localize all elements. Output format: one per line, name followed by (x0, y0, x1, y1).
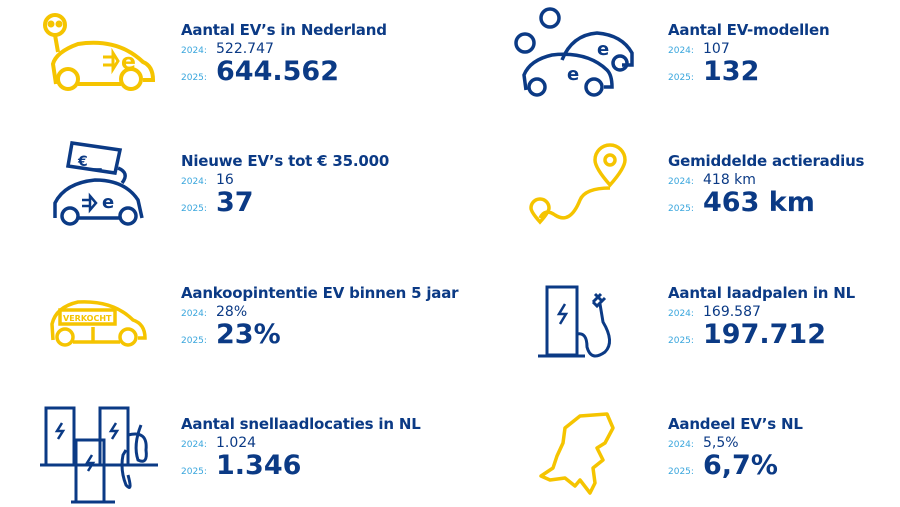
value-2025: 37 (216, 187, 254, 218)
stat-ev-share: Aandeel EV’s NL 2024: 5,5% 2025: 6,7% (668, 415, 803, 481)
value-2024: 28% (216, 304, 248, 320)
year-label: 2024: (181, 440, 207, 450)
value-2025: 197.712 (703, 319, 826, 350)
year-label: 2025: (181, 73, 207, 83)
year-label: 2025: (668, 467, 694, 477)
svg-text:e: e (597, 39, 609, 60)
charging-station-icon (538, 285, 611, 358)
stat-ev-count: Aantal EV’s in Nederland 2024: 522.747 20… (181, 21, 387, 87)
svg-text:e: e (102, 192, 114, 213)
stat-title: Aantal EV-modellen (668, 21, 830, 39)
value-2024: 16 (216, 172, 234, 188)
year-label: 2025: (668, 73, 694, 83)
value-2025: 6,7% (703, 450, 778, 481)
svg-text:e: e (121, 50, 136, 75)
stat-charging-points: Aantal laadpalen in NL 2024: 169.587 2025… (668, 284, 855, 350)
stat-purchase-intent: Aankoopintentie EV binnen 5 jaar 2024: 28… (181, 284, 459, 350)
svg-text:e: e (567, 64, 579, 85)
value-2025: 644.562 (216, 56, 339, 87)
stat-title: Aantal EV’s in Nederland (181, 21, 387, 39)
year-label: 2025: (181, 467, 207, 477)
value-2024: 1.024 (216, 435, 257, 451)
ev-car-plug-icon: e (43, 13, 156, 91)
car-sold-icon: VERKOCHT (50, 300, 147, 347)
stat-ev-models: Aantal EV-modellen 2024: 107 2025: 132 (668, 21, 830, 87)
year-label: 2024: (668, 177, 694, 187)
year-label: 2025: (668, 204, 694, 214)
route-pin-icon (529, 143, 627, 225)
svg-text:€__: €__ (77, 154, 102, 170)
value-2025: 1.346 (216, 450, 302, 481)
value-2025: 23% (216, 319, 281, 350)
ev-cars-models-icon: e e (514, 7, 634, 97)
ev-car-price-tag-icon: €__ e (53, 141, 144, 226)
value-2024: 522.747 (216, 41, 274, 57)
value-2024: 107 (703, 41, 730, 57)
year-label: 2025: (181, 204, 207, 214)
stat-title: Aantal snellaadlocaties in NL (181, 415, 421, 433)
stat-range: Gemiddelde actieradius 2024: 418 km 2025:… (668, 152, 864, 218)
stat-fast-charging: Aantal snellaadlocaties in NL 2024: 1.024… (181, 415, 421, 481)
verkocht-sign: VERKOCHT (63, 314, 112, 323)
year-label: 2024: (668, 440, 694, 450)
year-label: 2024: (181, 177, 207, 187)
year-label: 2025: (181, 336, 207, 346)
stat-affordable-evs: Nieuwe EV’s tot € 35.000 2024: 16 2025: 37 (181, 152, 389, 218)
stat-title: Aankoopintentie EV binnen 5 jaar (181, 284, 459, 302)
year-label: 2024: (181, 46, 207, 56)
year-label: 2024: (668, 309, 694, 319)
year-label: 2024: (668, 46, 694, 56)
stat-title: Nieuwe EV’s tot € 35.000 (181, 152, 390, 170)
value-2024: 169.587 (703, 304, 761, 320)
netherlands-map-icon (539, 412, 615, 495)
value-2024: 418 km (703, 172, 756, 188)
stat-title: Gemiddelde actieradius (668, 152, 865, 170)
fast-chargers-icon (40, 406, 158, 504)
year-label: 2025: (668, 336, 694, 346)
year-label: 2024: (181, 309, 207, 319)
stat-title: Aandeel EV’s NL (668, 415, 803, 433)
value-2024: 5,5% (703, 435, 739, 451)
stat-title: Aantal laadpalen in NL (668, 284, 856, 302)
value-2025: 463 km (703, 187, 815, 218)
value-2025: 132 (703, 56, 760, 87)
